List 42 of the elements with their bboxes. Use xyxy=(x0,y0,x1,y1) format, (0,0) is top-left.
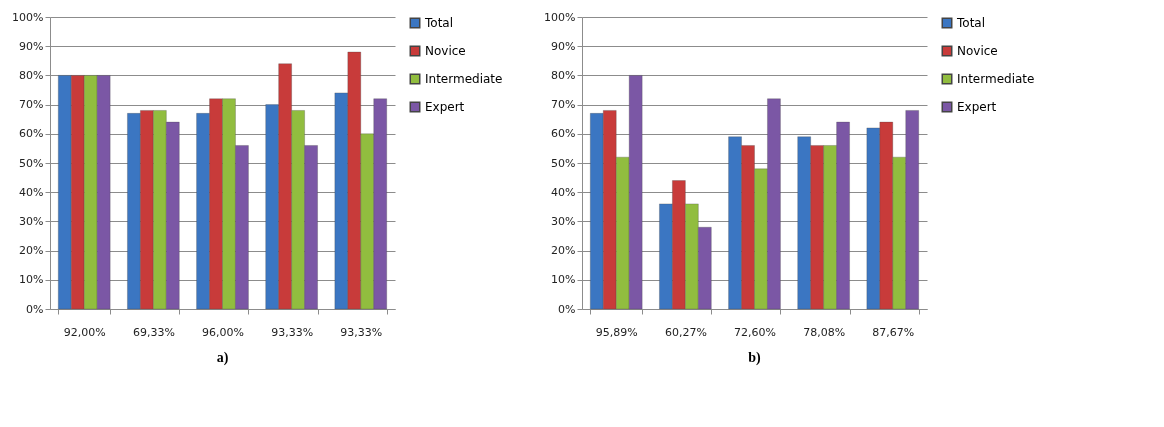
y-tick-label: 20% xyxy=(551,244,576,258)
legend-label: Expert xyxy=(957,100,997,114)
legend-label: Intermediate xyxy=(957,72,1035,86)
x-tick-label: 69,33% xyxy=(132,325,175,339)
y-tick-label: 50% xyxy=(551,156,576,170)
x-tick-label: 92,00% xyxy=(63,325,106,339)
text: b) xyxy=(748,350,762,366)
legend-label: Intermediate xyxy=(425,72,503,86)
x-tick-label: 93,33% xyxy=(340,325,383,339)
x-tick-label: 60,27% xyxy=(664,325,707,339)
legend-label: Novice xyxy=(425,44,466,58)
x-tick-label: 96,00% xyxy=(202,325,244,339)
legend-label: Total xyxy=(424,16,454,30)
x-tick-label: 78,08% xyxy=(803,325,846,339)
x-tick-label: 87,67% xyxy=(872,325,915,339)
y-tick-label: 30% xyxy=(551,214,576,228)
y-tick-label: 20% xyxy=(19,244,44,258)
x-tick-label: 93,33% xyxy=(271,325,314,339)
y-tick-label: 60% xyxy=(551,127,576,141)
y-tick-label: 10% xyxy=(551,273,576,287)
y-tick-label: 70% xyxy=(551,98,576,112)
y-tick-label: 90% xyxy=(19,39,44,53)
y-tick-label: 80% xyxy=(551,68,576,82)
x-tick-label: 95,89% xyxy=(595,325,638,339)
legend-label: Expert xyxy=(425,100,465,114)
y-tick-label: 0% xyxy=(26,302,44,316)
y-tick-label: 40% xyxy=(19,185,44,199)
text: a) xyxy=(216,350,229,366)
y-tick-label: 100% xyxy=(12,10,44,24)
y-tick-label: 60% xyxy=(19,127,44,141)
x-tick-label: 72,60% xyxy=(734,325,776,339)
y-tick-label: 30% xyxy=(19,214,44,228)
y-tick-label: 70% xyxy=(19,98,44,112)
y-tick-label: 80% xyxy=(19,68,44,82)
y-tick-label: 10% xyxy=(19,273,44,287)
y-tick-label: 40% xyxy=(551,185,576,199)
y-tick-label: 0% xyxy=(558,302,576,316)
legend-label: Total xyxy=(956,16,986,30)
y-tick-label: 100% xyxy=(544,10,576,24)
y-tick-label: 90% xyxy=(551,39,576,53)
legend-label: Novice xyxy=(957,44,998,58)
y-tick-label: 50% xyxy=(19,156,44,170)
